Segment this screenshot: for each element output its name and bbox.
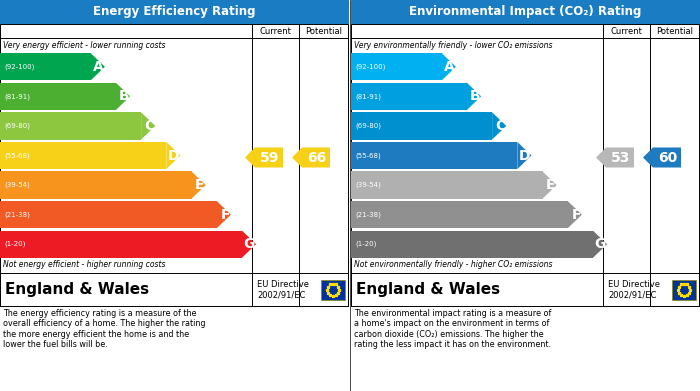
Text: 60: 60 (659, 151, 678, 165)
Text: G: G (595, 237, 606, 251)
Bar (351, 24, 699, 306)
Bar (672, 280, 696, 300)
Text: B: B (118, 90, 129, 103)
Text: (55-68): (55-68) (4, 152, 29, 159)
Text: (21-38): (21-38) (355, 212, 381, 218)
Text: E: E (546, 178, 556, 192)
Polygon shape (643, 147, 681, 167)
Text: The environmental impact rating is a measure of
a home's impact on the environme: The environmental impact rating is a mea… (354, 309, 552, 349)
Text: F: F (220, 208, 230, 222)
Polygon shape (192, 172, 206, 199)
Text: (21-38): (21-38) (4, 212, 30, 218)
Polygon shape (596, 147, 634, 167)
Polygon shape (442, 53, 456, 81)
Bar (321, 280, 345, 300)
Text: England & Wales: England & Wales (356, 282, 500, 297)
Bar (0, 83, 116, 110)
Text: (92-100): (92-100) (355, 63, 386, 70)
Polygon shape (568, 201, 582, 228)
Bar (0, 172, 192, 199)
Polygon shape (141, 112, 155, 140)
Bar (0, 231, 242, 258)
Polygon shape (467, 83, 481, 110)
Polygon shape (292, 147, 330, 167)
Text: (69-80): (69-80) (4, 123, 30, 129)
Text: C: C (144, 119, 154, 133)
Text: D: D (168, 149, 179, 163)
Polygon shape (242, 231, 256, 258)
Text: Current: Current (610, 27, 643, 36)
Text: (69-80): (69-80) (355, 123, 381, 129)
Polygon shape (217, 201, 231, 228)
Text: (39-54): (39-54) (355, 182, 381, 188)
Text: (1-20): (1-20) (4, 241, 25, 248)
Text: C: C (495, 119, 505, 133)
Text: (1-20): (1-20) (355, 241, 377, 248)
Bar (351, 142, 517, 169)
Bar (0, 53, 91, 81)
Text: EU Directive
2002/91/EC: EU Directive 2002/91/EC (257, 280, 309, 299)
Text: (55-68): (55-68) (355, 152, 381, 159)
Bar (0, 0, 349, 24)
Text: 59: 59 (260, 151, 280, 165)
Bar (0, 24, 348, 306)
Bar (351, 273, 699, 306)
Text: Potential: Potential (657, 27, 694, 36)
Text: Very environmentally friendly - lower CO₂ emissions: Very environmentally friendly - lower CO… (354, 41, 552, 50)
Text: (39-54): (39-54) (4, 182, 29, 188)
Polygon shape (542, 172, 556, 199)
Text: Not energy efficient - higher running costs: Not energy efficient - higher running co… (3, 260, 165, 269)
Polygon shape (91, 53, 105, 81)
Text: G: G (244, 237, 255, 251)
Text: Energy Efficiency Rating: Energy Efficiency Rating (93, 5, 256, 18)
Bar (351, 231, 593, 258)
Bar (351, 53, 442, 81)
Bar (351, 112, 492, 140)
Text: (81-91): (81-91) (355, 93, 381, 100)
Text: 53: 53 (611, 151, 631, 165)
Text: D: D (519, 149, 531, 163)
Text: Very energy efficient - lower running costs: Very energy efficient - lower running co… (3, 41, 165, 50)
Text: Not environmentally friendly - higher CO₂ emissions: Not environmentally friendly - higher CO… (354, 260, 552, 269)
Text: EU Directive
2002/91/EC: EU Directive 2002/91/EC (608, 280, 660, 299)
Polygon shape (517, 142, 531, 169)
Text: F: F (571, 208, 581, 222)
Bar (351, 172, 542, 199)
Text: E: E (195, 178, 204, 192)
Polygon shape (167, 142, 181, 169)
Text: A: A (444, 60, 455, 74)
Text: Potential: Potential (305, 27, 342, 36)
Text: Environmental Impact (CO₂) Rating: Environmental Impact (CO₂) Rating (410, 5, 642, 18)
Bar (351, 0, 700, 24)
Polygon shape (245, 147, 283, 167)
Polygon shape (116, 83, 130, 110)
Text: England & Wales: England & Wales (5, 282, 149, 297)
Text: A: A (93, 60, 104, 74)
Text: (92-100): (92-100) (4, 63, 34, 70)
Bar (0, 112, 141, 140)
Bar (0, 273, 348, 306)
Text: (81-91): (81-91) (4, 93, 30, 100)
Text: B: B (470, 90, 480, 103)
Bar (351, 201, 568, 228)
Bar (351, 83, 467, 110)
Text: Current: Current (260, 27, 291, 36)
Text: 66: 66 (307, 151, 327, 165)
Bar (0, 142, 167, 169)
Text: The energy efficiency rating is a measure of the
overall efficiency of a home. T: The energy efficiency rating is a measur… (3, 309, 206, 349)
Bar (0, 201, 217, 228)
Polygon shape (492, 112, 506, 140)
Polygon shape (593, 231, 607, 258)
